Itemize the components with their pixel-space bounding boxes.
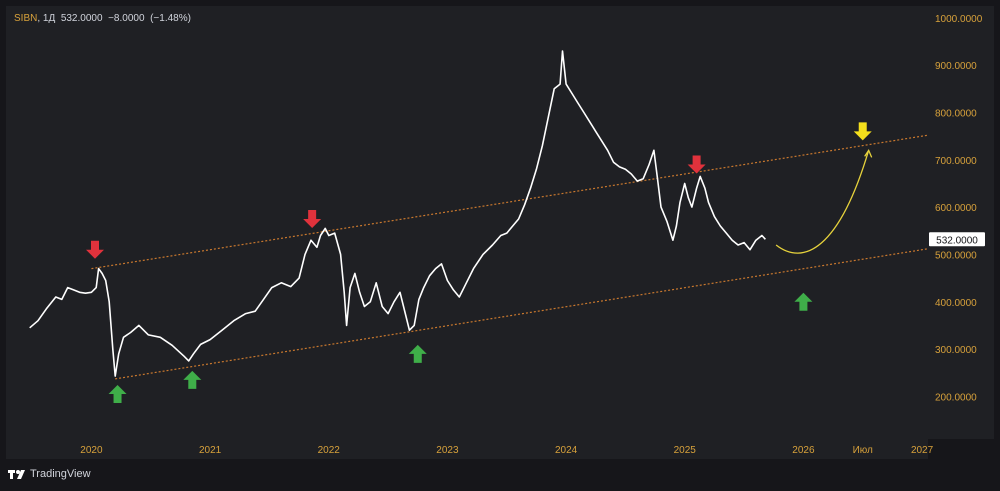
time-axis[interactable] <box>6 439 928 459</box>
price-tick-label: 700.0000 <box>935 156 977 167</box>
price-tick-label: 200.0000 <box>935 392 977 403</box>
tradingview-label: TradingView <box>30 468 91 480</box>
channel-lower-line <box>115 248 929 380</box>
price-axis[interactable] <box>928 6 994 439</box>
signal-arrow-up-green <box>794 292 813 311</box>
price-tick-label: 600.0000 <box>935 203 977 214</box>
price-tick-label: 800.0000 <box>935 108 977 119</box>
plot-area[interactable] <box>6 6 928 439</box>
signal-arrow-down-red <box>303 209 322 228</box>
projection-arrowhead <box>864 148 873 158</box>
tradingview-icon <box>8 469 25 479</box>
signal-arrow-up-green <box>108 385 127 404</box>
symbol-separator: , <box>37 13 43 24</box>
price-change-percent: (−1.48%) <box>150 13 191 24</box>
time-tick-label: 2020 <box>80 445 103 456</box>
price-series-line <box>29 50 766 377</box>
last-price-marker <box>929 232 985 247</box>
symbol-header: SIBN, 1Д 532.0000 −8.0000 (−1.48%) <box>14 13 191 24</box>
price-tick-label: 300.0000 <box>935 345 977 356</box>
signal-arrow-down-red <box>687 155 706 174</box>
signal-arrow-down-red <box>85 240 104 259</box>
time-tick-label: 2026 <box>792 445 815 456</box>
last-price-marker-label: 532.0000 <box>936 235 978 246</box>
time-tick-label: 2023 <box>436 445 459 456</box>
price-tick-label: 900.0000 <box>935 61 977 72</box>
interval-label[interactable]: 1Д <box>42 13 56 24</box>
time-tick-label: 2024 <box>555 445 578 456</box>
price-tick-label: 1000.0000 <box>935 14 983 25</box>
time-tick-label: Июл <box>853 445 873 456</box>
time-tick-label: 2021 <box>199 445 222 456</box>
symbol-name[interactable]: SIBN <box>14 13 38 24</box>
time-tick-label: 2025 <box>674 445 697 456</box>
signal-arrow-up-green <box>408 344 427 363</box>
time-tick-label: 2027 <box>911 445 934 456</box>
tradingview-logo[interactable]: TradingView <box>8 468 91 480</box>
time-tick-label: 2022 <box>318 445 341 456</box>
price-tick-label: 400.0000 <box>935 298 977 309</box>
price-change: −8.0000 <box>108 13 145 24</box>
price-tick-label: 500.0000 <box>935 250 977 261</box>
signal-arrow-up-green <box>183 370 202 389</box>
projection-curve <box>775 150 870 254</box>
last-price: 532.0000 <box>60 13 103 24</box>
signal-arrow-down-yellow <box>853 122 872 141</box>
channel-upper-line <box>91 134 929 270</box>
